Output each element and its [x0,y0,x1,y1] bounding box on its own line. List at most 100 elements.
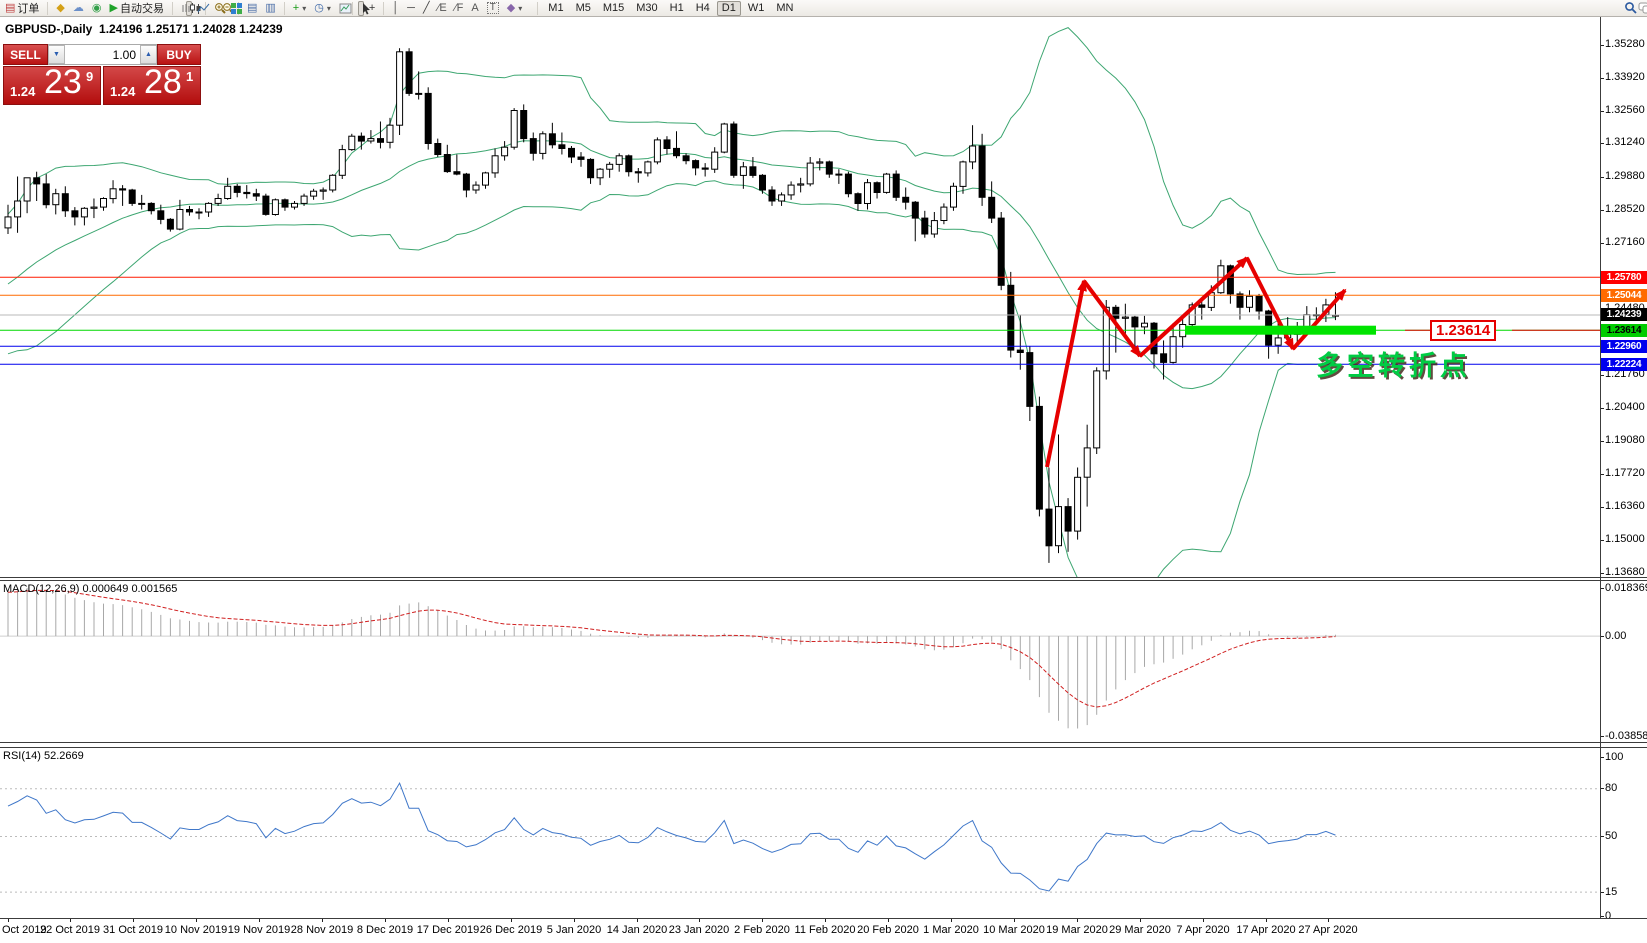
candle [271,199,279,216]
macd-pane[interactable] [0,581,1600,741]
line-chart-icon[interactable] [194,1,210,16]
add-indicator-button[interactable]: + ▾ [292,1,307,14]
tf-h4[interactable]: H4 [695,2,710,14]
crosshair-tool[interactable]: + [368,1,376,14]
candle [969,145,977,163]
date-axis-label: 14 Jan 2020 [606,924,668,936]
candle [1045,508,1053,547]
vline-tool[interactable]: │ [392,1,400,14]
price-axis-tick [1600,210,1604,211]
bollinger-lower [7,180,1336,578]
rsi-axis-tick [1600,916,1604,917]
sell-price-box[interactable]: 1.24 23 9 [3,63,101,105]
pane-separator [0,747,1647,748]
hline-tool[interactable]: ─ [407,1,415,14]
market-cloud-icon[interactable]: ☁ [72,1,84,14]
candle [377,138,384,143]
trend-arrow[interactable] [1138,256,1249,358]
candle [768,189,776,202]
candle [1035,405,1043,510]
volume-input[interactable] [65,45,140,64]
bar-chart-icon[interactable] [178,1,193,16]
buy-button[interactable]: BUY [157,44,201,65]
volume-up-button[interactable]: ▲ [140,45,157,64]
price-chart[interactable] [0,17,1600,578]
metaeditor-icon[interactable]: ◆ [56,1,65,14]
autotrading-button[interactable]: ▶ 自动交易 [109,1,164,16]
date-axis-tick [448,918,449,922]
pane-separator[interactable] [0,742,1647,743]
pane-separator[interactable] [0,577,1647,578]
candle [558,144,566,150]
trend-arrow[interactable] [1045,278,1087,468]
rsi-axis-label: 100 [1605,751,1624,763]
tf-mn[interactable]: MN [776,2,794,14]
candle [415,92,423,95]
arrange-charts-icon[interactable]: ▤ [246,1,258,14]
one-click-trading-panel: SELL ▼ ▲ BUY 1.24 23 9 1.24 28 1 [3,44,201,105]
tf-m30[interactable]: M30 [636,2,658,14]
candle [491,155,499,174]
date-axis-tick [385,918,386,922]
new-order-button[interactable]: ▤ 订单 [5,1,40,16]
rsi-pane[interactable] [0,747,1600,919]
label-tool[interactable]: T [484,1,502,16]
toolbar-separator [171,1,173,15]
annotation-note[interactable]: 多空转折点 [1316,351,1471,381]
period-clock-icon-dropdown[interactable]: ▾ [326,3,331,13]
chart-colors-icon[interactable]: ▾ [336,1,352,16]
price-callout-box[interactable]: 1.23614 [1430,320,1497,341]
shapes-tool-dropdown[interactable]: ▾ [518,3,523,13]
tf-d1[interactable]: D1 [716,0,741,16]
add-indicator-button-dropdown[interactable]: ▾ [302,3,307,13]
rsi-value: 52.2669 [43,750,84,762]
candle [634,171,642,174]
zoom-in-icon[interactable] [211,1,226,16]
candle [119,188,127,191]
candle [424,92,432,144]
tile-windows-icon[interactable] [227,1,242,16]
date-axis-tick [1328,918,1329,922]
date-axis-tick [1203,918,1204,922]
support-zone[interactable] [1185,325,1376,335]
date-axis-tick [511,918,512,922]
period-clock-icon[interactable]: ◷ ▾ [314,1,331,14]
trendline-tool[interactable]: ╱ [422,1,430,14]
sell-button[interactable]: SELL [3,44,48,65]
candlestick-chart-icon[interactable] [185,0,201,16]
search-icon[interactable] [1621,1,1637,16]
buy-price-box[interactable]: 1.24 28 1 [103,63,201,105]
chat-icon[interactable] [1635,1,1647,16]
candle [243,191,251,195]
volume-down-button[interactable]: ▼ [48,45,65,64]
cascade-charts-icon[interactable]: ▥ [265,1,276,14]
candle [357,135,365,142]
candle [930,220,938,235]
macd-label: MACD(12,26,9) 0.000649 0.001565 [3,583,177,595]
tf-m15[interactable]: M15 [602,2,625,14]
tf-m1[interactable]: M1 [548,2,564,14]
candle [816,161,824,164]
date-axis-label: 2 Feb 2020 [734,924,790,936]
signals-icon[interactable]: ◉ [91,1,102,14]
trend-arrow[interactable] [1082,279,1142,358]
candle [367,138,375,142]
candle [281,199,289,208]
macd-axis-tick [1600,736,1604,737]
tf-h1[interactable]: H1 [669,2,684,14]
text-tool[interactable]: A [471,1,479,14]
shapes-tool[interactable]: ◆ ▾ [506,1,523,14]
trend-arrow[interactable] [1291,288,1347,351]
tf-m5[interactable]: M5 [575,2,591,14]
sell-price-pips: 23 [44,63,82,101]
tf-w1[interactable]: W1 [747,2,765,14]
candle [71,210,79,218]
cursor-tool[interactable] [357,0,370,16]
candle [23,177,31,202]
candle [434,143,442,155]
price-axis-label: 1.28520 [1605,203,1645,215]
channel-tool[interactable]: ∕E [437,1,447,14]
date-axis-tick [637,918,638,922]
fibonacci-tool[interactable]: ∕F [454,1,464,14]
candle [864,182,871,204]
